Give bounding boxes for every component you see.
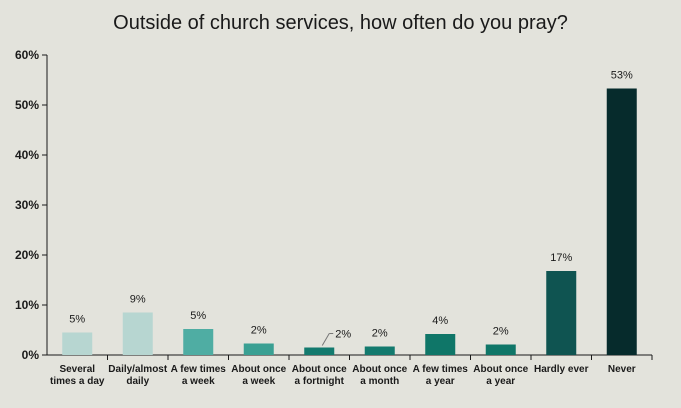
data-label: 5% — [69, 314, 85, 326]
x-tick-label-line: a year — [426, 376, 455, 387]
data-label: 2% — [251, 325, 267, 337]
x-tick-label-line: Several — [59, 364, 95, 375]
bar — [243, 343, 274, 355]
data-label: 2% — [372, 328, 388, 340]
chart-title: Outside of church services, how often do… — [113, 12, 568, 34]
bar — [546, 271, 577, 355]
data-label: 2% — [493, 326, 509, 338]
x-tick-label: About once a month — [352, 364, 407, 387]
x-tick-label-line: About once — [231, 364, 286, 375]
x-tick-label-line: Hardly ever — [534, 364, 589, 375]
y-tick-label: 30% — [15, 198, 39, 212]
x-tick-label-line: a fortnight — [295, 376, 345, 387]
x-tick-label: Several times a day — [50, 364, 105, 387]
data-label: 5% — [190, 310, 206, 322]
bar — [606, 88, 637, 355]
x-tick-label-line: A few times — [413, 364, 469, 375]
x-tick-label-line: a year — [486, 376, 515, 387]
x-tick-label: A few times a year — [413, 364, 469, 387]
x-tick-label: About once a year — [473, 364, 528, 387]
x-tick-label-line: Never — [608, 364, 636, 375]
x-tick-label: Daily/almost daily — [108, 364, 168, 387]
x-tick-label-line: Daily/almost — [108, 364, 168, 375]
x-tick-label-line: daily — [126, 376, 149, 387]
bar — [122, 312, 153, 355]
data-label: 17% — [550, 252, 572, 264]
bar — [183, 329, 214, 355]
leader-line — [321, 333, 330, 346]
data-label: 9% — [130, 294, 146, 306]
x-tick-label: A few times a week — [171, 364, 227, 387]
bar — [304, 347, 335, 355]
x-tick-label-line: About once — [292, 364, 347, 375]
x-tick-label-line: About once — [352, 364, 407, 375]
x-tick-label: About once a fortnight — [292, 364, 347, 387]
x-tick-label: About once a week — [231, 364, 286, 387]
y-tick-label: 40% — [15, 148, 39, 162]
y-tick-label: 0% — [22, 348, 40, 362]
x-tick-label-line: A few times — [171, 364, 227, 375]
x-tick-label-line: About once — [473, 364, 528, 375]
x-tick-label-line: a week — [182, 376, 215, 387]
x-tick-label: Hardly ever — [534, 364, 589, 375]
bar — [364, 346, 395, 355]
x-tick-label-line: a week — [242, 376, 275, 387]
y-tick-label: 20% — [15, 248, 39, 262]
y-tick-label: 60% — [15, 48, 39, 62]
bar — [62, 332, 93, 355]
x-tick-label-line: times a day — [50, 376, 105, 387]
y-tick-label: 50% — [15, 98, 39, 112]
data-label: 4% — [432, 315, 448, 327]
data-label: 53% — [611, 70, 633, 82]
bar — [485, 344, 516, 355]
y-tick-label: 10% — [15, 298, 39, 312]
data-label: 2% — [335, 329, 351, 341]
x-tick-label-line: a month — [360, 376, 399, 387]
x-tick-label: Never — [608, 364, 636, 375]
bar — [425, 334, 456, 355]
